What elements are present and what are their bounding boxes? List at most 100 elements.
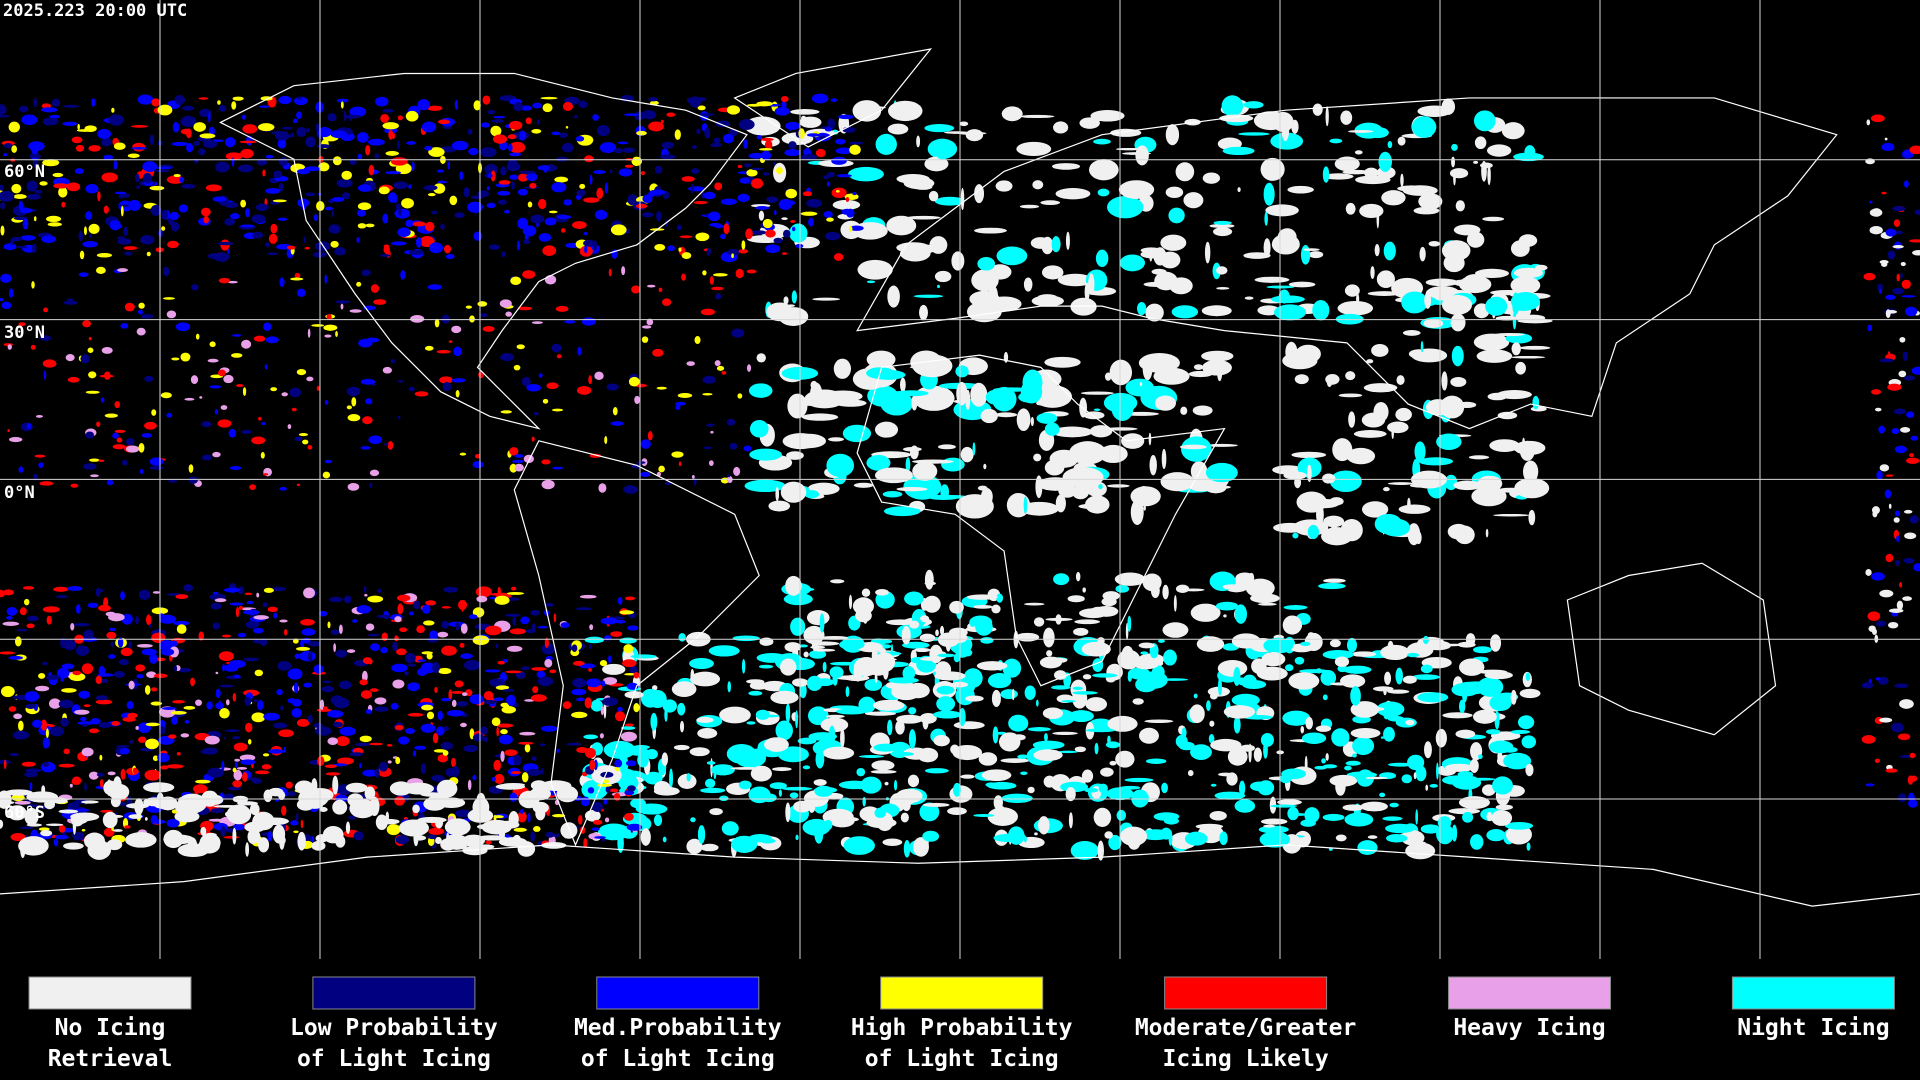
cloud-pixel bbox=[11, 145, 18, 153]
cloud-pixel bbox=[272, 199, 287, 203]
cloud-pixel bbox=[433, 749, 447, 753]
cloud-pixel bbox=[1511, 355, 1546, 359]
cloud-pixel bbox=[1887, 383, 1902, 391]
cloud-pixel bbox=[210, 808, 224, 814]
cloud-pixel bbox=[1439, 643, 1464, 647]
cloud-pixel bbox=[0, 104, 7, 116]
cloud-pixel bbox=[380, 646, 388, 654]
cloud-pixel bbox=[751, 178, 764, 189]
cloud-pixel bbox=[886, 215, 917, 236]
cloud-pixel bbox=[71, 776, 82, 785]
cloud-pixel bbox=[626, 823, 643, 831]
cloud-pixel bbox=[446, 709, 464, 717]
cloud-pixel bbox=[380, 113, 390, 123]
cloud-pixel bbox=[335, 835, 346, 848]
cloud-pixel bbox=[1263, 669, 1278, 675]
cloud-pixel bbox=[24, 691, 40, 702]
cloud-pixel bbox=[131, 147, 148, 150]
cloud-pixel bbox=[336, 98, 349, 103]
cloud-pixel bbox=[596, 187, 604, 200]
cloud-pixel bbox=[469, 315, 475, 323]
cloud-pixel bbox=[262, 473, 269, 476]
cloud-pixel bbox=[407, 682, 420, 692]
cloud-pixel bbox=[870, 769, 897, 774]
cloud-pixel bbox=[31, 243, 37, 254]
cloud-pixel bbox=[1019, 114, 1055, 119]
cloud-pixel bbox=[634, 395, 640, 405]
cloud-pixel bbox=[636, 461, 646, 464]
cloud-pixel bbox=[58, 699, 74, 709]
cloud-pixel bbox=[303, 682, 313, 688]
cloud-pixel bbox=[790, 109, 820, 115]
cloud-pixel bbox=[780, 481, 807, 503]
cloud-pixel bbox=[674, 129, 681, 140]
cloud-pixel bbox=[424, 145, 433, 151]
cloud-pixel bbox=[44, 799, 56, 810]
cloud-pixel bbox=[81, 723, 88, 727]
cloud-pixel bbox=[1449, 168, 1469, 179]
cloud-pixel bbox=[1344, 284, 1360, 297]
cloud-pixel bbox=[781, 100, 787, 110]
cloud-pixel bbox=[594, 836, 606, 839]
cloud-pixel bbox=[394, 724, 404, 731]
cloud-pixel bbox=[642, 212, 654, 218]
cloud-pixel bbox=[695, 232, 710, 242]
cloud-pixel bbox=[1865, 568, 1872, 576]
cloud-pixel bbox=[1190, 744, 1212, 760]
cloud-pixel bbox=[286, 791, 297, 797]
cloud-pixel bbox=[951, 251, 965, 271]
cloud-pixel bbox=[1219, 114, 1254, 123]
cloud-pixel bbox=[679, 235, 693, 239]
cloud-pixel bbox=[231, 353, 243, 358]
cloud-pixel bbox=[1383, 241, 1396, 261]
cloud-pixel bbox=[1016, 141, 1052, 157]
cloud-pixel bbox=[1485, 528, 1489, 538]
cloud-pixel bbox=[924, 569, 934, 590]
cloud-pixel bbox=[1510, 729, 1531, 734]
cloud-pixel bbox=[8, 121, 20, 133]
cloud-pixel bbox=[233, 674, 241, 679]
cloud-pixel bbox=[848, 225, 853, 232]
cloud-pixel bbox=[1901, 279, 1911, 289]
cloud-pixel bbox=[1016, 408, 1031, 432]
cloud-pixel bbox=[972, 442, 976, 456]
cloud-pixel bbox=[530, 694, 547, 702]
cloud-pixel bbox=[459, 171, 464, 181]
cloud-pixel bbox=[19, 105, 29, 113]
cloud-pixel bbox=[542, 398, 549, 404]
cloud-pixel bbox=[1356, 769, 1374, 787]
cloud-pixel bbox=[1202, 359, 1232, 376]
cloud-pixel bbox=[902, 641, 930, 649]
cloud-pixel bbox=[1493, 513, 1529, 517]
cloud-pixel bbox=[882, 838, 903, 846]
cloud-pixel bbox=[823, 175, 830, 180]
cloud-pixel bbox=[512, 616, 517, 626]
cloud-pixel bbox=[495, 685, 510, 690]
cloud-pixel bbox=[586, 678, 601, 688]
cloud-pixel bbox=[356, 604, 372, 614]
cloud-pixel bbox=[293, 682, 299, 694]
cloud-pixel bbox=[808, 217, 814, 227]
cloud-pixel bbox=[706, 761, 716, 765]
cloud-pixel bbox=[254, 669, 264, 677]
cloud-pixel bbox=[1453, 224, 1481, 236]
cloud-pixel bbox=[129, 739, 134, 744]
cloud-pixel bbox=[635, 203, 648, 209]
cloud-pixel bbox=[823, 211, 833, 218]
cloud-pixel bbox=[188, 464, 194, 473]
cloud-pixel bbox=[66, 182, 81, 192]
cloud-pixel bbox=[1480, 162, 1493, 169]
cloud-pixel bbox=[1205, 462, 1238, 483]
cloud-pixel bbox=[167, 240, 179, 249]
cloud-pixel bbox=[18, 720, 24, 732]
cloud-pixel bbox=[398, 736, 410, 745]
cloud-pixel bbox=[127, 712, 138, 719]
cloud-pixel bbox=[631, 285, 641, 294]
cloud-pixel bbox=[58, 809, 79, 814]
cloud-pixel bbox=[874, 652, 896, 673]
cloud-pixel bbox=[229, 602, 244, 606]
cloud-pixel bbox=[394, 196, 397, 204]
cloud-pixel bbox=[797, 737, 817, 745]
cloud-pixel bbox=[268, 787, 284, 797]
cloud-pixel bbox=[253, 698, 258, 703]
